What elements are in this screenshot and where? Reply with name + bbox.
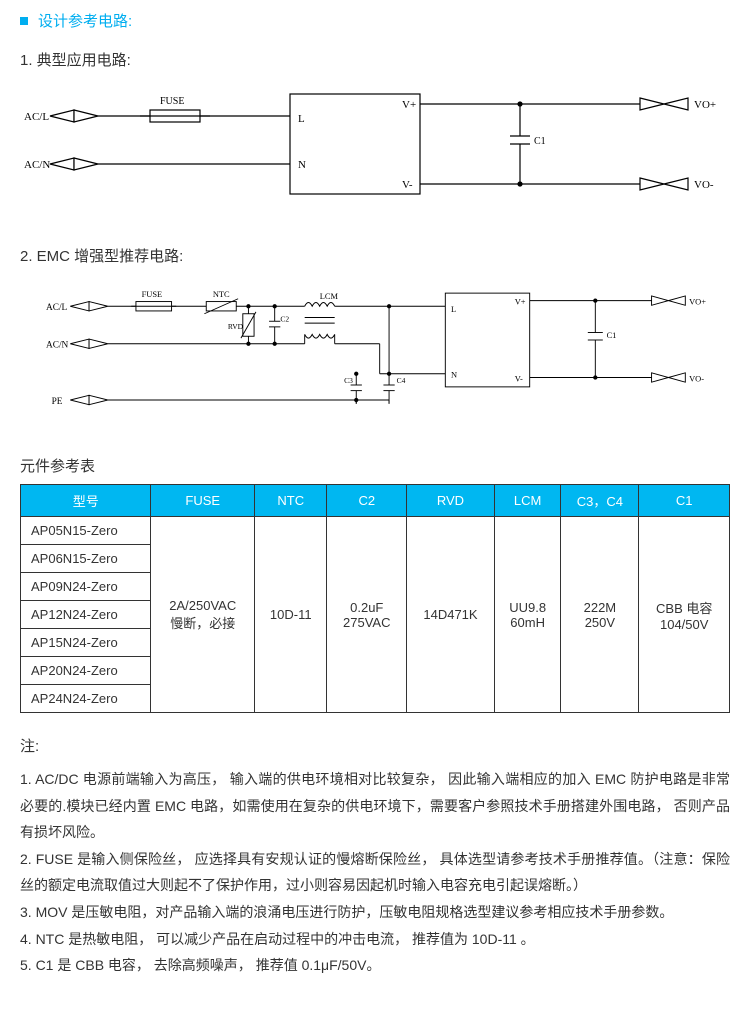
th-rvd: RVD xyxy=(407,485,495,517)
fuse-cell: 2A/250VAC 慢断，必接 xyxy=(151,517,255,713)
th-ntc: NTC xyxy=(255,485,327,517)
label-l2: L xyxy=(451,304,456,314)
label-voplus: VO+ xyxy=(694,99,716,111)
label-vominus2: VO- xyxy=(689,373,704,383)
label-c3-2: C3 xyxy=(344,376,353,385)
model-cell: AP20N24-Zero xyxy=(21,657,151,685)
notes-container: 1. AC/DC 电源前端输入为高压， 输入端的供电环境相对比较复杂， 因此输入… xyxy=(20,766,730,979)
table-title: 元件参考表 xyxy=(20,455,730,476)
note-line: 5. C1 是 CBB 电容， 去除高频噪声， 推荐值 0.1μF/50V。 xyxy=(20,952,730,979)
model-cell: AP09N24-Zero xyxy=(21,573,151,601)
th-c2: C2 xyxy=(327,485,407,517)
model-cell: AP05N15-Zero xyxy=(21,517,151,545)
subheading-typical: 1. 典型应用电路: xyxy=(20,49,730,70)
section-header: 设计参考电路: xyxy=(20,10,730,31)
model-cell: AP12N24-Zero xyxy=(21,601,151,629)
label-acl: AC/L xyxy=(24,111,49,123)
label-c1: C1 xyxy=(534,136,546,147)
bullet-icon xyxy=(20,17,28,25)
c3c4-cell: 222M 250V xyxy=(561,517,639,713)
th-model: 型号 xyxy=(21,485,151,517)
label-vminus2: V- xyxy=(515,373,523,383)
th-c3c4: C3，C4 xyxy=(561,485,639,517)
subheading-emc: 2. EMC 增强型推荐电路: xyxy=(20,245,730,266)
section-title: 设计参考电路: xyxy=(38,10,132,31)
note-line: 3. MOV 是压敏电阻，对产品输入端的浪涌电压进行防护，压敏电阻规格选型建议参… xyxy=(20,899,730,926)
label-lcm2: LCM xyxy=(320,291,339,301)
rvd-cell: 14D471K xyxy=(407,517,495,713)
notes-heading: 注: xyxy=(20,735,730,756)
ntc-cell: 10D-11 xyxy=(255,517,327,713)
label-pe2: PE xyxy=(52,397,63,407)
label-ntc2: NTC xyxy=(213,289,230,299)
label-acn: AC/N xyxy=(24,159,50,171)
label-c2-2: C2 xyxy=(280,314,289,323)
label-fuse: FUSE xyxy=(160,96,184,107)
label-fuse2: FUSE xyxy=(142,289,163,299)
label-l: L xyxy=(298,113,305,125)
label-acn2: AC/N xyxy=(46,341,69,351)
label-vminus: V- xyxy=(402,179,413,191)
lcm-cell: UU9.8 60mH xyxy=(494,517,560,713)
diagram-emc: AC/L FUSE NTC AC/N RVD C2 LCM xyxy=(20,280,730,433)
label-vplus2: V+ xyxy=(515,296,526,306)
note-line: 4. NTC 是热敏电阻， 可以减少产品在启动过程中的冲击电流， 推荐值为 10… xyxy=(20,926,730,953)
c1-cell: CBB 电容 104/50V xyxy=(639,517,730,713)
label-c1-2: C1 xyxy=(607,330,617,340)
label-voplus2: VO+ xyxy=(689,296,706,306)
th-lcm: LCM xyxy=(494,485,560,517)
label-acl2: AC/L xyxy=(46,303,68,313)
label-c4-2: C4 xyxy=(397,376,406,385)
model-cell: AP24N24-Zero xyxy=(21,685,151,713)
label-rvd2: RVD xyxy=(228,322,244,331)
note-line: 1. AC/DC 电源前端输入为高压， 输入端的供电环境相对比较复杂， 因此输入… xyxy=(20,766,730,846)
table-header-row: 型号 FUSE NTC C2 RVD LCM C3，C4 C1 xyxy=(21,485,730,517)
note-line: 2. FUSE 是输入侧保险丝， 应选择具有安规认证的慢熔断保险丝， 具体选型请… xyxy=(20,846,730,899)
c2-cell: 0.2uF 275VAC xyxy=(327,517,407,713)
ref-table: 型号 FUSE NTC C2 RVD LCM C3，C4 C1 AP05N15-… xyxy=(20,484,730,713)
th-fuse: FUSE xyxy=(151,485,255,517)
label-n: N xyxy=(298,159,306,171)
label-n2: N xyxy=(451,370,457,380)
label-vominus: VO- xyxy=(694,179,714,191)
th-c1: C1 xyxy=(639,485,730,517)
model-cell: AP06N15-Zero xyxy=(21,545,151,573)
diagram-typical: AC/L FUSE AC/N L N V+ V- C1 VO+ xyxy=(20,84,730,227)
label-vplus: V+ xyxy=(402,99,416,111)
table-row: AP05N15-Zero2A/250VAC 慢断，必接10D-110.2uF 2… xyxy=(21,517,730,545)
model-cell: AP15N24-Zero xyxy=(21,629,151,657)
